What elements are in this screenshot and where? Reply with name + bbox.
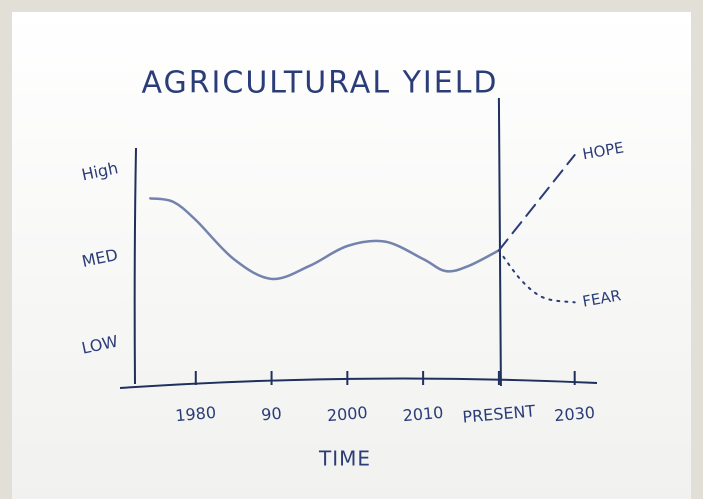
page: {"chart_data": { "type": "line", "title"… [0, 0, 703, 499]
x-tick-label: 90 [261, 404, 283, 425]
chart: AGRICULTURAL YIELD TIME HighMEDLOW198090… [0, 0, 703, 499]
x-tick-label: 2000 [326, 403, 368, 425]
x-tick-label: 1980 [175, 403, 217, 425]
x-tick-label: 2010 [402, 403, 444, 425]
chart-title: AGRICULTURAL YIELD [141, 66, 498, 101]
x-axis-label: TIME [318, 447, 371, 471]
x-tick-label: 2030 [553, 403, 595, 425]
